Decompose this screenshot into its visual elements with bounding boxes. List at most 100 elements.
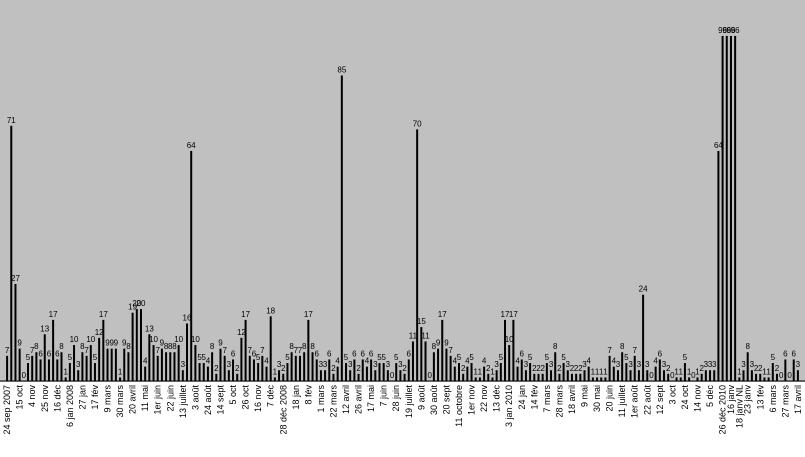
x-tick-label: 22 mars <box>328 385 338 418</box>
value-label: 3 <box>704 360 709 369</box>
bar <box>784 359 787 381</box>
value-label: 4 <box>143 357 148 366</box>
value-label: 1 <box>118 367 123 376</box>
value-label: 2 <box>486 364 491 373</box>
x-tick-label: 9 août <box>416 385 426 411</box>
value-label: 2 <box>775 364 780 373</box>
x-tick-label: 13 déc <box>492 385 502 413</box>
bar <box>64 377 67 381</box>
bar <box>68 363 71 381</box>
value-label: 8 <box>126 342 131 351</box>
value-label: 10 <box>149 335 158 344</box>
bar <box>608 355 611 381</box>
bar <box>248 355 251 381</box>
bar <box>709 370 712 381</box>
value-label: 9 <box>218 339 223 348</box>
bar <box>700 373 703 381</box>
value-label: 2 <box>331 364 336 373</box>
value-label: 3 <box>566 360 571 369</box>
bar <box>311 352 314 381</box>
bar <box>625 363 628 381</box>
bar <box>294 355 297 381</box>
value-label: 4 <box>264 357 269 366</box>
bar <box>261 355 264 381</box>
value-label: 2 <box>557 364 562 373</box>
x-tick-label: 30 mars <box>115 385 125 418</box>
plot-background <box>0 0 805 382</box>
bar <box>169 352 172 381</box>
value-label: 3 <box>227 360 232 369</box>
bar <box>286 363 289 381</box>
value-label: 4 <box>612 357 617 366</box>
value-label: 2 <box>532 364 537 373</box>
value-label: 8 <box>80 342 85 351</box>
value-label: 9 <box>436 339 441 348</box>
value-label: 7 <box>248 346 253 355</box>
bar <box>591 377 594 381</box>
x-tick-label: 17 mai <box>366 385 376 412</box>
x-tick-label: 16 nov <box>253 385 263 413</box>
value-label: 4 <box>453 357 458 366</box>
bar <box>127 352 130 381</box>
value-label: 7 <box>607 346 612 355</box>
value-label: 5 <box>93 353 98 362</box>
value-label: 2 <box>578 364 583 373</box>
bar <box>403 373 406 381</box>
value-label: 7 <box>294 346 299 355</box>
bar <box>298 355 301 381</box>
x-tick-label: 7 mars <box>542 385 552 413</box>
x-tick-label: 28 juin <box>391 385 401 412</box>
value-label: 6 <box>47 349 52 358</box>
bar <box>156 355 159 381</box>
bar <box>533 373 536 381</box>
value-label: 12 <box>95 328 104 337</box>
value-label: 1 <box>591 367 596 376</box>
x-tick-label: 16 déc <box>52 385 62 413</box>
value-label: 7 <box>298 346 303 355</box>
value-label: 8 <box>310 342 315 351</box>
bar <box>282 373 285 381</box>
bar <box>487 373 490 381</box>
bar <box>269 316 272 381</box>
value-label: 3 <box>398 360 403 369</box>
bar <box>39 359 42 381</box>
value-label: 1 <box>273 367 278 376</box>
value-label: 5 <box>457 353 462 362</box>
x-tick-label: 3 jan 2010 <box>504 385 514 427</box>
bar <box>340 75 343 381</box>
value-label: 0 <box>649 371 654 380</box>
bar <box>796 370 799 381</box>
bar <box>395 363 398 381</box>
bar <box>194 345 197 381</box>
x-tick-label: 9 mars <box>103 385 113 413</box>
bar <box>453 366 456 381</box>
bar <box>596 377 599 381</box>
x-tick-label: 14 nov <box>692 385 702 413</box>
bar <box>562 363 565 381</box>
value-label: 8 <box>34 342 39 351</box>
value-label: 8 <box>168 342 173 351</box>
value-label: 6 <box>327 349 332 358</box>
value-label: 2 <box>699 364 704 373</box>
value-label: 0 <box>779 371 784 380</box>
bar <box>411 341 414 381</box>
bar <box>198 363 201 381</box>
value-label: 64 <box>714 141 723 150</box>
bar <box>575 373 578 381</box>
value-label: 10 <box>191 335 200 344</box>
value-label: 96 <box>718 26 727 35</box>
value-label: 3 <box>616 360 621 369</box>
x-tick-label: 27 jan <box>77 385 87 410</box>
bar <box>616 370 619 381</box>
value-label: 6 <box>55 349 60 358</box>
value-label: 4 <box>482 357 487 366</box>
x-tick-label: 24 oct <box>680 385 690 410</box>
value-label: 3 <box>637 360 642 369</box>
bar <box>27 363 30 381</box>
value-label: 3 <box>76 360 81 369</box>
value-label: 5 <box>561 353 566 362</box>
value-label: 19 <box>128 303 137 312</box>
x-tick-label: 19 juillet <box>404 385 414 419</box>
x-tick-label: 8 fév <box>303 385 313 405</box>
